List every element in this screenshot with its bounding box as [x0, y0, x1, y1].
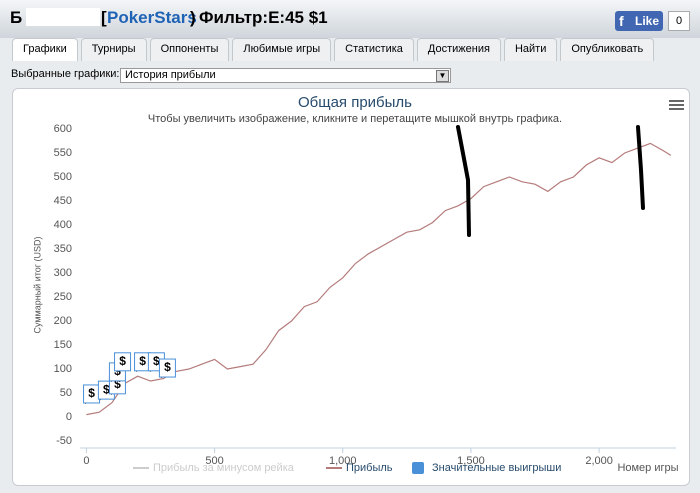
flag-label: $ [114, 377, 121, 391]
flag-label: $ [153, 354, 160, 368]
flag-label: $ [164, 360, 171, 374]
tab-bar: Графики Турниры Оппоненты Любимые игры Стати… [12, 38, 655, 61]
y-tick-label: 500 [54, 171, 72, 183]
flag-label: $ [88, 386, 95, 400]
bracket: [ [101, 8, 107, 27]
y-tick-label: 50 [60, 387, 72, 399]
annotation-stroke [456, 125, 471, 237]
y-tick-label: 450 [54, 195, 72, 207]
header-prefix: Б [10, 8, 23, 27]
legend-label[interactable]: Прибыль за минусом рейка [153, 462, 295, 474]
win-flag: $ [83, 384, 101, 404]
site-link[interactable]: PokerStars [107, 8, 197, 27]
y-tick-label: 200 [54, 315, 72, 327]
win-flag: $ [158, 358, 176, 379]
redaction [26, 8, 100, 26]
like-button[interactable]: f Like [615, 11, 663, 31]
chart-title: Общая прибыль [298, 94, 412, 111]
flag [114, 352, 132, 372]
legend-swatch [412, 462, 424, 474]
y-tick-label: 350 [54, 243, 72, 255]
tab[interactable]: Достижения [416, 38, 501, 61]
y-tick-label: 0 [66, 411, 72, 423]
x-tick-label: 1,000 [329, 455, 357, 467]
tab[interactable]: Найти [503, 38, 558, 61]
menu-icon[interactable] [669, 100, 684, 110]
bracket: ) [190, 8, 196, 27]
y-tick-label: 550 [54, 147, 72, 159]
tab[interactable]: Статистика [334, 38, 414, 61]
flag-label: $ [103, 382, 110, 396]
header: Б [ PokerStars ) Фильтр:E:45 $1 f Like 0 [0, 0, 700, 38]
y-tick-label: 400 [54, 219, 72, 231]
flag [158, 358, 176, 378]
chart-subtitle: Чтобы увеличить изображение, кликните и … [148, 113, 562, 125]
tab[interactable]: Графики [12, 38, 78, 61]
selector[interactable]: История прибыли ▼ [120, 68, 451, 83]
y-tick-label: -50 [56, 435, 72, 447]
tab[interactable]: Турниры [80, 38, 147, 61]
flag-label: $ [119, 354, 126, 368]
filter: Фильтр:E:45 $1 [199, 8, 328, 27]
x-tick-label: 500 [205, 455, 223, 467]
like-text: Like [634, 14, 659, 28]
y-tick-label: 300 [54, 267, 72, 279]
legend-label[interactable]: Значительные выигрыши [432, 462, 561, 474]
dropdown-arrow: ▼ [436, 70, 449, 82]
x-tick-label: 0 [83, 455, 89, 467]
win-flag: $ [114, 352, 132, 372]
selector-value: История прибыли [125, 69, 216, 81]
tab[interactable]: Оппоненты [149, 38, 230, 61]
selector-label: Выбранные графики: [11, 68, 120, 80]
y-tick-label: 600 [54, 123, 72, 135]
x-tick-label: 1,500 [457, 455, 485, 467]
like-count: 0 [668, 11, 690, 31]
x-axis-label: Номер игры [617, 462, 678, 474]
y-tick-label: 150 [54, 339, 72, 351]
y-tick-label: 100 [54, 363, 72, 375]
annotation-stroke [636, 125, 645, 210]
tab[interactable]: Опубликовать [560, 38, 655, 61]
chart-frame [12, 88, 690, 486]
flag-label: $ [139, 354, 146, 368]
y-tick-label: 250 [54, 291, 72, 303]
tab[interactable]: Любимые игры [232, 38, 332, 61]
x-tick-label: 2,000 [585, 455, 613, 467]
legend-label[interactable]: Прибыль [346, 462, 393, 474]
y-axis-label: Суммарный итог (USD) [32, 236, 42, 333]
profit-line [86, 142, 672, 416]
